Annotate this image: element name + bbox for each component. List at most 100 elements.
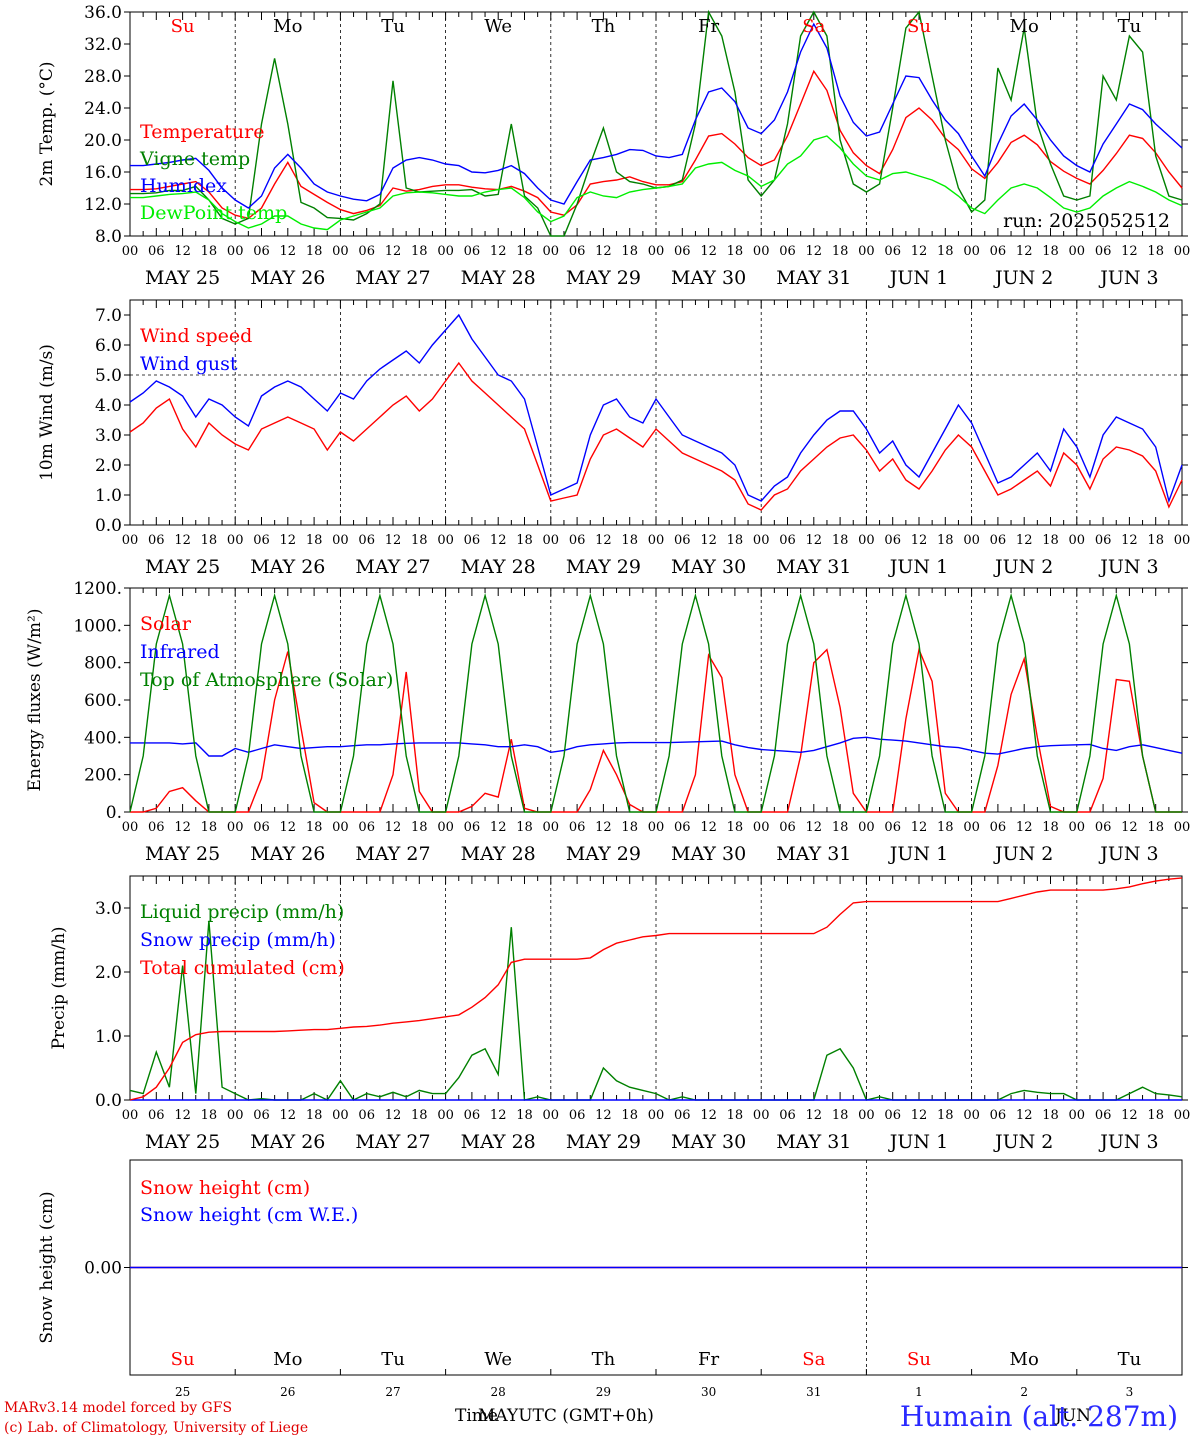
x-hour-label: 12 [385, 244, 402, 259]
x-date-label: JUN 3 [1098, 843, 1158, 865]
x-hour-label: 06 [990, 820, 1007, 835]
x-hour-label: 12 [280, 820, 297, 835]
x-hour-label: 12 [174, 1108, 191, 1123]
x-date-label: JUN 3 [1098, 1131, 1158, 1153]
x-hour-label: 18 [727, 533, 744, 548]
legend-entry: Snow height (cm W.E.) [140, 1204, 358, 1226]
x-hour-label: 12 [385, 820, 402, 835]
y-tick-label: 1000. [73, 616, 122, 636]
weekday-label: Su [907, 16, 931, 37]
x-hour-label: 00 [543, 1108, 560, 1123]
x-hour-label: 12 [1016, 820, 1033, 835]
weekday-label: Su [171, 16, 195, 37]
x-hour-label: 00 [1069, 1108, 1086, 1123]
series-line-dewpoint-temp [130, 135, 1183, 231]
x-hour-label: 18 [201, 244, 218, 259]
y-axis-label: 10m Wind (m/s) [37, 344, 57, 481]
x-hour-label: 00 [753, 533, 770, 548]
x-hour-label: 00 [122, 244, 139, 259]
weekday-label: We [484, 16, 512, 37]
x-hour-label: 12 [1121, 1108, 1138, 1123]
weekday-label: Sa [802, 1349, 825, 1370]
x-date-label: JUN 3 [1098, 556, 1158, 578]
x-axis-label-tz: UTC (GMT+0h) [518, 1406, 654, 1426]
x-date-label: MAY 26 [250, 1131, 325, 1153]
y-tick-label: 0.00 [84, 1259, 122, 1279]
weekday-label: Mo [273, 16, 302, 37]
x-hour-label: 00 [858, 820, 875, 835]
x-hour-label: 18 [621, 820, 638, 835]
x-hour-label: 06 [1095, 244, 1112, 259]
x-axis-label-utc: MAYUTC (GMT+0h) [478, 1406, 654, 1426]
x-hour-label: 06 [569, 1108, 586, 1123]
x-hour-label: 12 [1121, 533, 1138, 548]
y-tick-label: 7.0 [95, 306, 122, 326]
x-hour-label: 12 [280, 244, 297, 259]
location-title: Humain (alt. 287m) [899, 1400, 1178, 1433]
weekday-label: Tu [1118, 16, 1142, 37]
x-axis-label-month: MAY [478, 1406, 519, 1426]
x-hour-label: 00 [1069, 533, 1086, 548]
series-line-top-of-atmosphere-solar- [129, 592, 1182, 813]
x-hour-label: 06 [253, 1108, 270, 1123]
weekday-label: Sa [802, 16, 825, 37]
x-hour-label: 12 [490, 244, 507, 259]
x-hour-label: 06 [148, 820, 165, 835]
x-hour-label: 18 [306, 1108, 323, 1123]
x-hour-label: 00 [1174, 244, 1191, 259]
x-hour-label: 06 [569, 533, 586, 548]
x-hour-label: 06 [464, 244, 481, 259]
x-hour-label: 12 [174, 820, 191, 835]
x-hour-label: 00 [437, 533, 454, 548]
x-hour-label: 12 [280, 533, 297, 548]
x-hour-label: 12 [1121, 820, 1138, 835]
y-tick-label: 600. [84, 691, 122, 711]
x-hour-label: 00 [437, 244, 454, 259]
weekday-label: Mo [1010, 16, 1039, 37]
x-hour-label: 00 [1174, 820, 1191, 835]
x-hour-label: 12 [385, 1108, 402, 1123]
x-hour-label: 06 [990, 1108, 1007, 1123]
series-line-liquid-precip-mm-h- [129, 920, 1183, 1101]
x-hour-label: 12 [490, 820, 507, 835]
x-date-label: MAY 29 [566, 843, 641, 865]
x-hour-label: 12 [1016, 1108, 1033, 1123]
x-hour-label: 18 [727, 820, 744, 835]
x-hour-label: 06 [674, 1108, 691, 1123]
x-hour-label: 12 [595, 820, 612, 835]
x-hour-label: 18 [1042, 1108, 1059, 1123]
x-date-label: MAY 31 [776, 267, 851, 289]
x-hour-label: 00 [332, 533, 349, 548]
plot-frame [129, 587, 1183, 813]
x-hour-label: 00 [963, 820, 980, 835]
legend-entry: Snow precip (mm/h) [140, 929, 336, 951]
x-hour-label: 06 [358, 244, 375, 259]
weekday-label: Mo [273, 1349, 302, 1370]
x-date-label: MAY 27 [355, 843, 430, 865]
x-hour-label: 06 [779, 244, 796, 259]
x-hour-label: 06 [464, 1108, 481, 1123]
x-date-label: MAY 28 [461, 1131, 536, 1153]
x-hour-label: 12 [595, 1108, 612, 1123]
x-hour-label: 18 [937, 1108, 954, 1123]
x-date-label: MAY 27 [355, 267, 430, 289]
x-date-label: JUN 2 [993, 556, 1053, 578]
x-date-label: MAY 31 [776, 556, 851, 578]
x-date-label: MAY 29 [566, 1131, 641, 1153]
x-hour-label: 18 [832, 1108, 849, 1123]
x-hour-label: 12 [174, 244, 191, 259]
x-hour-label: 00 [1174, 533, 1191, 548]
weekday-label: Mo [1010, 1349, 1039, 1370]
weekday-label: Th [592, 16, 616, 37]
x-hour-label: 06 [358, 820, 375, 835]
weekday-label: Su [171, 1349, 195, 1370]
legend-entry: Wind gust [140, 353, 238, 375]
x-date-label: JUN 2 [993, 1131, 1053, 1153]
x-hour-label: 12 [1016, 533, 1033, 548]
x-hour-label: 18 [1042, 820, 1059, 835]
x-hour-label: 06 [1095, 533, 1112, 548]
x-date-label: MAY 27 [355, 556, 430, 578]
y-tick-label: 36.0 [84, 3, 122, 23]
y-tick-label: 20.0 [84, 131, 122, 151]
